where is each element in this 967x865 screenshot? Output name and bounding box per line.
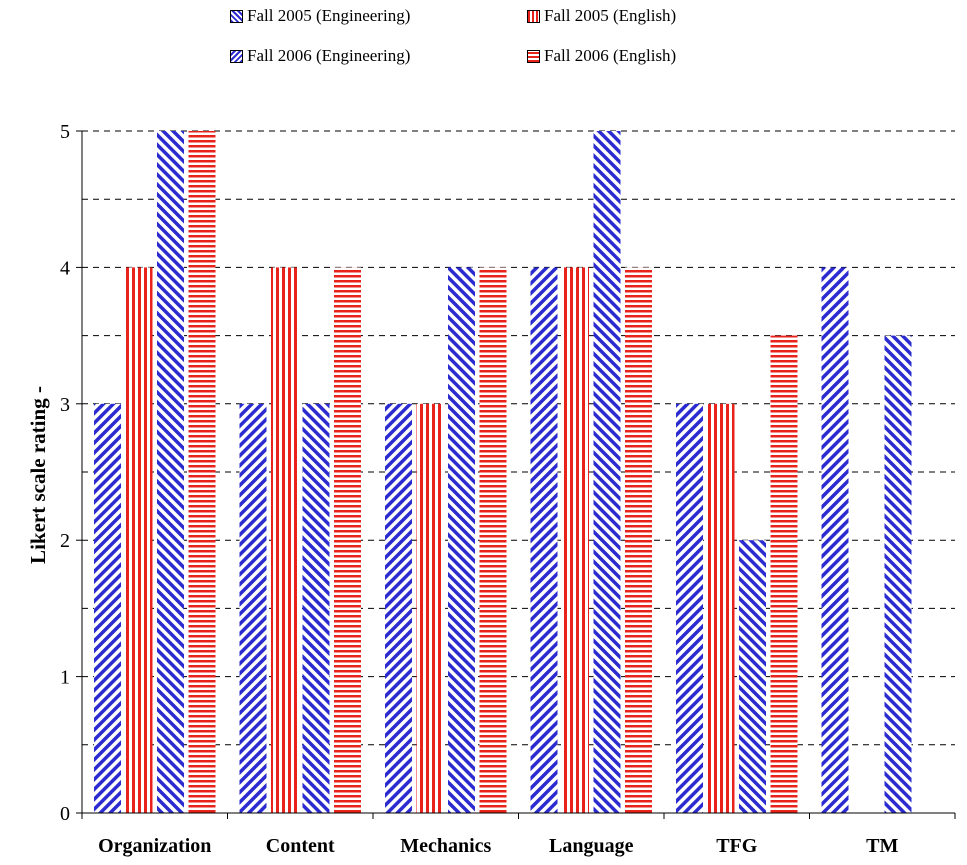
bar — [593, 131, 621, 813]
legend-swatch-fall-2005-engineering — [230, 9, 243, 23]
bars — [94, 131, 912, 813]
bar — [239, 403, 267, 813]
legend-item-fall-2005-english: Fall 2005 (English) — [527, 6, 676, 26]
bar — [157, 131, 184, 813]
bar — [479, 267, 507, 813]
y-tick-label: 5 — [60, 121, 70, 143]
bar — [334, 267, 361, 813]
gridlines — [82, 130, 955, 746]
legend-label: Fall 2006 (Engineering) — [247, 46, 411, 65]
legend-swatch-fall-2006-engineering — [230, 49, 243, 63]
legend-item-fall-2005-engineering: Fall 2005 (Engineering) — [230, 6, 410, 26]
legend-swatch-fall-2006-english — [527, 49, 540, 63]
x-tick-label: Language — [549, 835, 634, 857]
y-tick-label: 2 — [60, 530, 70, 552]
bar — [188, 131, 216, 813]
bar — [884, 335, 912, 813]
bar — [562, 267, 589, 813]
legend-swatch-fall-2005-english — [527, 9, 540, 23]
bar — [416, 403, 444, 813]
bar — [676, 403, 703, 813]
legend-label: Fall 2005 (Engineering) — [247, 6, 411, 25]
x-tick-label: TFG — [716, 835, 758, 857]
bar — [530, 267, 558, 813]
x-tick-label: TM — [866, 835, 898, 857]
y-tick-label: 3 — [60, 394, 70, 416]
y-tick-label: 1 — [60, 667, 70, 689]
y-tick-label: 4 — [60, 257, 70, 279]
legend-label: Fall 2005 (English) — [544, 6, 677, 25]
x-tick-label: Content — [266, 835, 335, 857]
legend-item-fall-2006-english: Fall 2006 (English) — [527, 46, 676, 66]
bar — [625, 267, 652, 813]
bar — [739, 540, 766, 813]
legend-item-fall-2006-engineering: Fall 2006 (Engineering) — [230, 46, 410, 66]
legend: Fall 2005 (Engineering) Fall 2005 (Engli… — [230, 4, 790, 66]
bar — [770, 335, 798, 813]
y-tick-label: 0 — [60, 803, 70, 825]
bar — [125, 267, 153, 813]
bar — [271, 267, 298, 813]
x-tick-label: Mechanics — [400, 835, 491, 857]
axes: 0 1 2 3 4 5 Organization Content Mechanics Langua… — [60, 121, 956, 857]
bar — [302, 403, 330, 813]
bar — [707, 403, 735, 813]
bar — [385, 403, 412, 813]
bar — [448, 267, 475, 813]
legend-label: Fall 2006 (English) — [544, 46, 677, 65]
bar — [821, 267, 849, 813]
y-axis-label: Likert scale rating - — [26, 386, 50, 564]
x-tick-label: Organization — [98, 835, 211, 857]
bar — [94, 403, 121, 813]
